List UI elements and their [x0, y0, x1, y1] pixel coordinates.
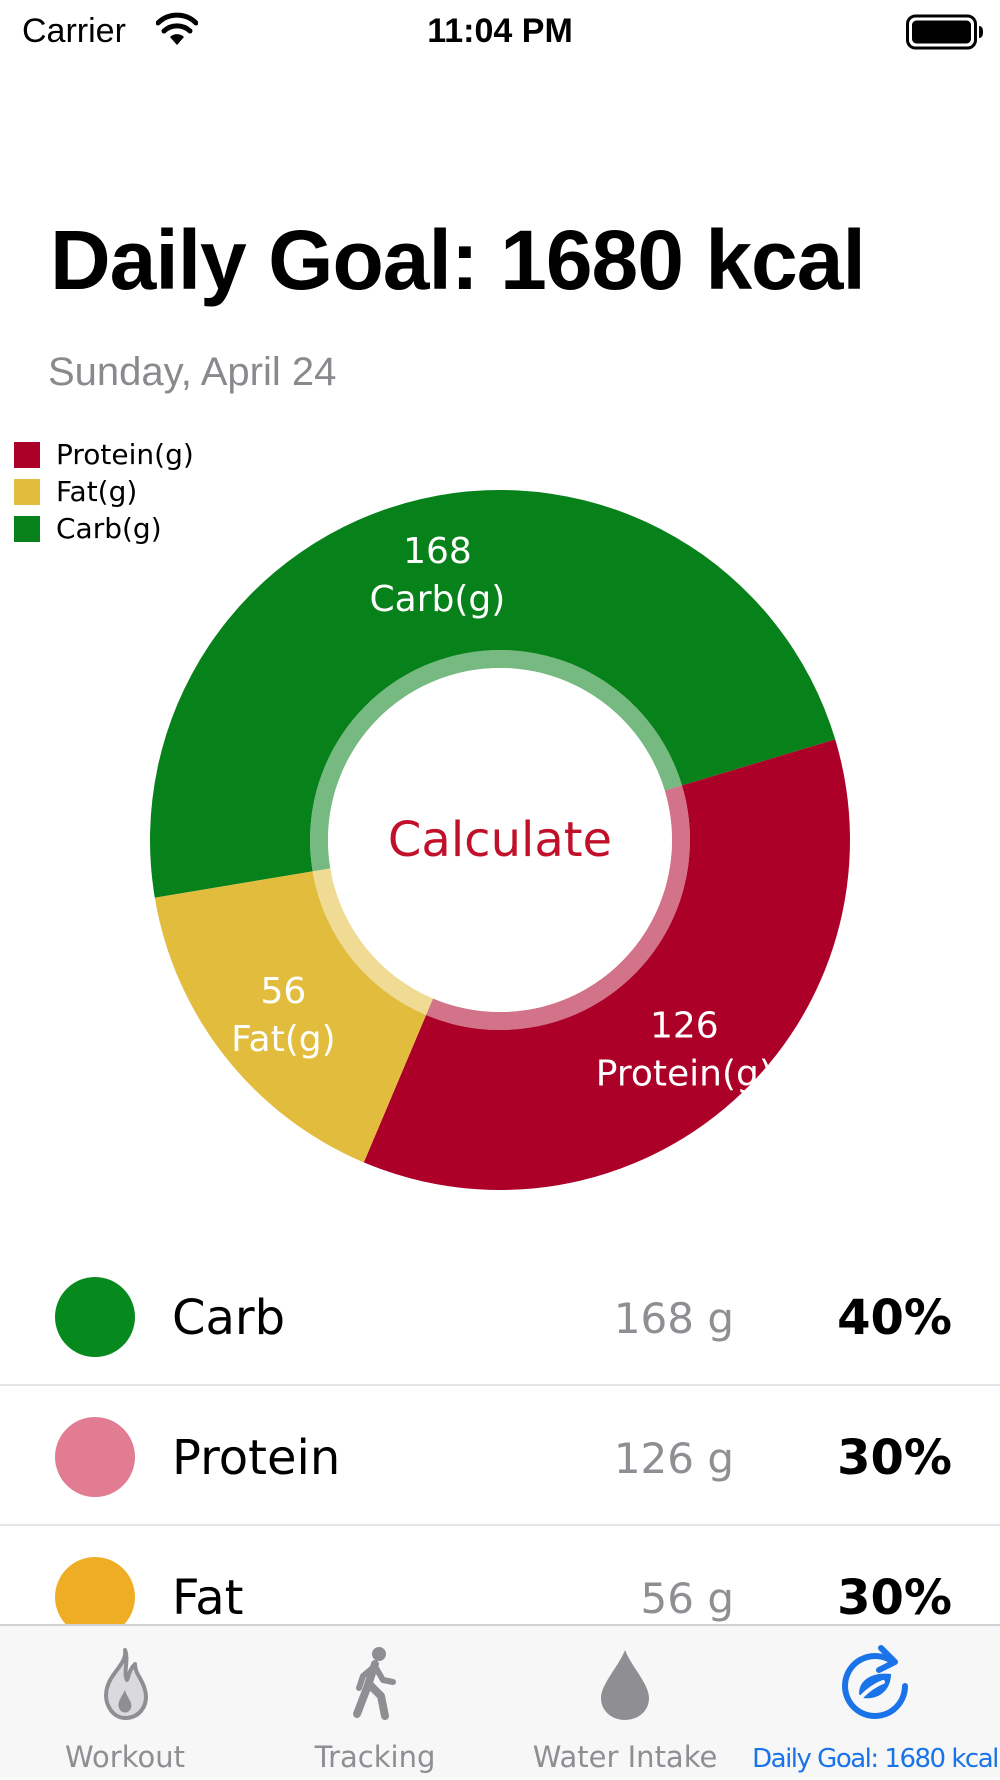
tab-workout[interactable]: Workout: [0, 1626, 250, 1780]
tab-daily-goal[interactable]: Daily Goal: 1680 kcal: [750, 1626, 1000, 1780]
macro-percent: 30%: [837, 1430, 952, 1486]
tab-bar: Workout Tracking Water Intake Daily Goal…: [0, 1624, 1000, 1778]
macro-grams: 126 g: [613, 1434, 734, 1483]
battery-icon: [906, 14, 983, 50]
calculate-button-label[interactable]: Calculate: [388, 812, 612, 868]
status-time: 11:04 PM: [427, 12, 573, 50]
summary-row: Carb 168 g 40%: [0, 1246, 1000, 1386]
wifi-icon: [156, 12, 198, 45]
chart-legend: Protein(g) Fat(g) Carb(g): [14, 436, 194, 547]
tab-tracking[interactable]: Tracking: [250, 1626, 500, 1780]
tab-label-water-intake: Water Intake: [532, 1740, 718, 1774]
macro-donut-chart: 168 Carb(g) 126 Protein(g) 56 Fat(g) Calculate: [0, 470, 1000, 1210]
macro-color-dot: [55, 1277, 135, 1357]
macro-name: Protein: [172, 1430, 341, 1486]
legend-label: Carb(g): [56, 512, 162, 545]
donut-inner-ring-segment: [312, 868, 434, 1016]
slice-value-label: 126: [650, 1005, 719, 1046]
slice-name-label: Protein(g): [596, 1053, 773, 1094]
legend-label: Protein(g): [56, 438, 194, 471]
macro-name: Carb: [172, 1290, 286, 1346]
tab-water-intake[interactable]: Water Intake: [500, 1626, 750, 1780]
slice-value-label: 56: [260, 971, 306, 1012]
macro-grams: 168 g: [613, 1294, 734, 1343]
summary-row: Protein 126 g 30%: [0, 1386, 1000, 1526]
calculate-button[interactable]: [328, 668, 672, 1012]
status-bar: Carrier 11:04 PM: [0, 0, 1000, 64]
donut-slice-protein: [363, 739, 850, 1190]
legend-item: Fat(g): [14, 473, 194, 510]
page-date: Sunday, April 24: [48, 350, 337, 394]
slice-name-label: Fat(g): [231, 1019, 336, 1060]
macro-summary-list: Carb 168 g 40% Protein 126 g 30% Fat 56 g 30%: [0, 1246, 1000, 1666]
walking-figure-icon: [353, 1647, 396, 1720]
refresh-leaf-icon: [842, 1645, 908, 1719]
donut-slice-carb: [150, 490, 836, 898]
macro-grams: 56 g: [640, 1574, 734, 1623]
water-drop-icon: [601, 1650, 649, 1720]
slice-value-label: 168: [403, 531, 472, 572]
tab-label-daily-goal: Daily Goal: 1680 kcal: [752, 1744, 999, 1774]
legend-item: Carb(g): [14, 510, 194, 547]
donut-inner-ring-segment: [426, 785, 690, 1030]
macro-percent: 40%: [837, 1290, 952, 1346]
legend-swatch: [14, 515, 40, 542]
legend-item: Protein(g): [14, 436, 194, 473]
tab-label-workout: Workout: [65, 1740, 185, 1774]
carrier-label: Carrier: [22, 12, 126, 50]
page-title: Daily Goal: 1680 kcal: [50, 213, 866, 307]
donut-chart-svg: 168 Carb(g) 126 Protein(g) 56 Fat(g) Calculate: [150, 490, 850, 1190]
slice-name-label: Carb(g): [370, 579, 506, 620]
tab-label-tracking: Tracking: [314, 1740, 436, 1774]
macro-name: Fat: [172, 1570, 244, 1626]
macro-color-dot: [55, 1557, 135, 1637]
legend-label: Fat(g): [56, 475, 138, 508]
legend-swatch: [14, 478, 40, 505]
macro-color-dot: [55, 1417, 135, 1497]
macro-percent: 30%: [837, 1570, 952, 1626]
donut-slice-fat: [154, 871, 427, 1163]
legend-swatch: [14, 441, 40, 468]
flame-icon: [104, 1648, 148, 1720]
